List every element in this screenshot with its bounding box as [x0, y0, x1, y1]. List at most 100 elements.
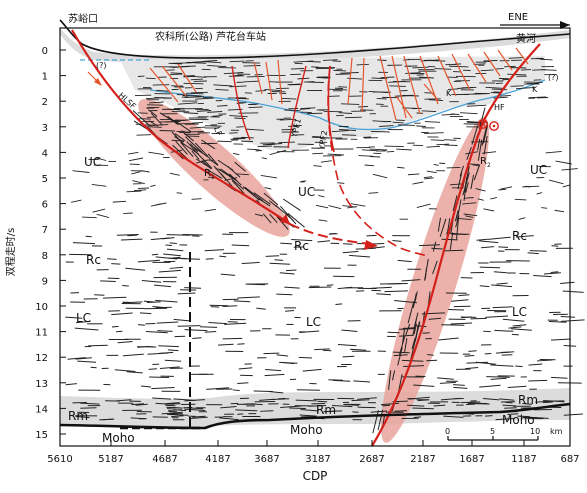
reflection-stroke [277, 355, 288, 356]
reflection-stroke [312, 153, 323, 154]
reflection-stroke [366, 235, 376, 236]
reflection-stroke [88, 345, 108, 346]
x-tick-label: 4187 [205, 454, 230, 465]
reflection-stroke [451, 323, 472, 324]
reflection-stroke [239, 368, 253, 369]
reflection-stroke [561, 320, 585, 321]
label-hf: HF [494, 103, 505, 112]
scale-10: 10 [530, 427, 540, 436]
reflection-stroke [376, 294, 391, 295]
k-mark-1: K [446, 89, 452, 98]
reflection-stroke [248, 104, 259, 105]
zone-rc-left: Rc [86, 253, 101, 267]
reflection-stroke [276, 294, 292, 295]
reflection-stroke [205, 250, 224, 251]
reflection-stroke [479, 385, 500, 387]
y-tick-label: 11 [35, 328, 48, 339]
label-lf: LF [212, 126, 224, 138]
reflection-stroke [465, 356, 475, 357]
reflection-stroke [261, 175, 277, 177]
reflection-stroke [480, 286, 489, 287]
reflection-stroke [555, 210, 564, 212]
reflection-stroke [470, 318, 486, 319]
reflection-stroke [131, 172, 140, 174]
reflection-stroke [166, 70, 175, 71]
reflection-stroke [481, 247, 494, 248]
reflection-stroke [458, 295, 469, 296]
reflection-stroke [493, 307, 513, 308]
reflection-stroke [123, 354, 144, 356]
reflection-stroke [444, 140, 456, 141]
reflection-stroke [171, 73, 182, 74]
reflection-stroke [152, 307, 166, 308]
reflection-stroke [75, 328, 99, 330]
scale-0: 0 [445, 427, 450, 436]
reflection-stroke [530, 251, 547, 252]
reflection-stroke [424, 178, 434, 179]
reflection-stroke [533, 275, 551, 276]
reflection-stroke [497, 283, 508, 284]
reflection-stroke [474, 64, 486, 65]
reflection-stroke [365, 165, 374, 166]
reflection-stroke [335, 304, 342, 305]
k-mark-2: K [532, 85, 538, 94]
reflection-stroke [377, 60, 386, 61]
reflection-stroke [529, 364, 543, 365]
reflection-stroke [508, 386, 527, 387]
reflection-stroke [321, 161, 332, 162]
reflection-stroke [309, 287, 332, 288]
reflection-stroke [66, 384, 77, 385]
reflection-stroke [317, 401, 327, 402]
reflection-stroke [237, 383, 248, 384]
reflection-stroke [343, 251, 359, 252]
reflection-stroke [350, 349, 366, 350]
reflection-stroke [213, 116, 223, 117]
reflection-stroke [498, 247, 508, 248]
y-tick-label: 4 [42, 148, 48, 159]
reflection-stroke [151, 388, 174, 389]
reflection-stroke [357, 407, 364, 408]
reflection-stroke [371, 131, 390, 132]
reflection-stroke [168, 350, 179, 351]
x-tick-label: 1687 [459, 454, 484, 465]
reflection-stroke [431, 140, 444, 141]
reflection-stroke [370, 149, 388, 150]
reflection-stroke [224, 323, 246, 324]
reflection-stroke [262, 158, 267, 159]
reflection-stroke [167, 249, 183, 251]
reflection-stroke [490, 197, 497, 199]
zone-rm-right: Rm [518, 393, 538, 407]
reflection-stroke [490, 365, 513, 366]
reflection-stroke [522, 186, 539, 187]
reflection-stroke [265, 374, 285, 375]
reflection-stroke [544, 273, 561, 274]
reflection-stroke [441, 325, 464, 326]
reflection-stroke [260, 411, 273, 412]
reflection-stroke [437, 378, 454, 379]
reflection-stroke [192, 199, 202, 200]
zone-rc-right: Rc [512, 229, 527, 243]
reflection-stroke [112, 326, 119, 327]
reflection-stroke [264, 353, 280, 354]
reflection-stroke [210, 305, 229, 306]
reflection-stroke [483, 209, 494, 211]
reflection-stroke [428, 61, 445, 62]
reflection-stroke [380, 284, 402, 285]
reflection-stroke [515, 366, 522, 367]
x-tick-label: 5610 [47, 454, 72, 465]
y-tick-label: 12 [35, 353, 48, 364]
zone-lc-center: LC [306, 315, 321, 329]
reflection-stroke [479, 241, 498, 243]
reflection-stroke [149, 369, 157, 370]
reflection-stroke [123, 213, 132, 214]
reflection-stroke [503, 319, 524, 321]
reflection-stroke [218, 344, 234, 345]
reflection-stroke [460, 113, 477, 114]
reflection-stroke [501, 187, 512, 189]
reflection-stroke [152, 254, 158, 255]
scale-bar [448, 436, 538, 440]
reflection-stroke [491, 285, 512, 287]
reflection-stroke [138, 260, 160, 262]
